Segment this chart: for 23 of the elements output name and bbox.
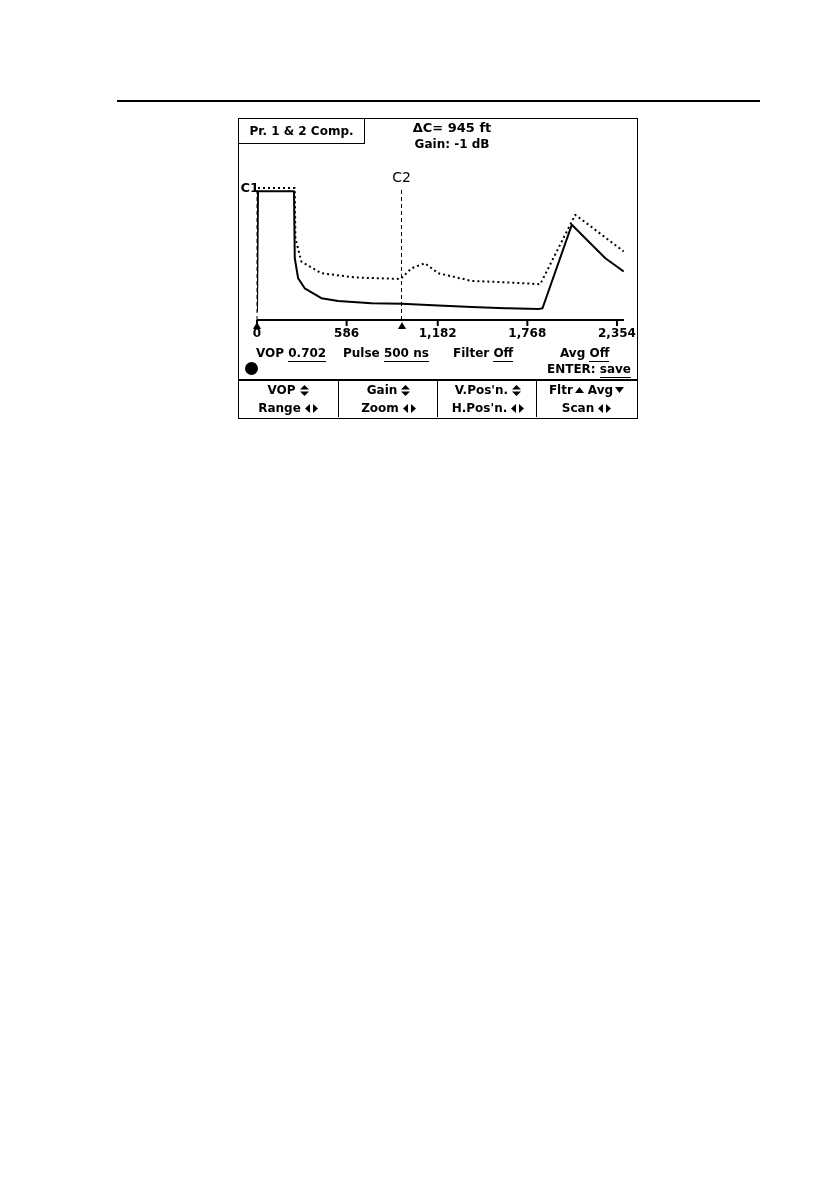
text: Avg [587,383,614,397]
x-tick-label: 1,182 [418,325,457,340]
text: Fltr [548,383,573,397]
text: Filter Off [453,346,514,362]
text: Scan [561,401,595,415]
text: Range [258,401,301,415]
text: Gain: -1 dB [413,137,491,151]
text: Zoom [361,401,399,415]
ref-line-label: C1 [240,180,259,195]
x-tick-label: 1,768 [508,325,547,340]
text: Avg Off [560,346,610,362]
text: H.Pos'n. [451,401,508,415]
text: ENTER: save [546,362,631,378]
text: VOP [267,383,296,397]
x-tick-label: 586 [334,325,360,340]
chart-title: Pr. 1 & 2 Comp. [238,118,365,144]
text: V.Pos'n. [454,383,509,397]
text: ΔC= 945 ft [411,120,493,135]
text: Gain [366,383,398,397]
text: Pulse 500 ns [343,346,429,362]
x-tick-label: 2,354 [597,325,636,340]
text: VOP 0.702 [256,346,327,362]
ref-line-label: C2 [392,169,411,185]
